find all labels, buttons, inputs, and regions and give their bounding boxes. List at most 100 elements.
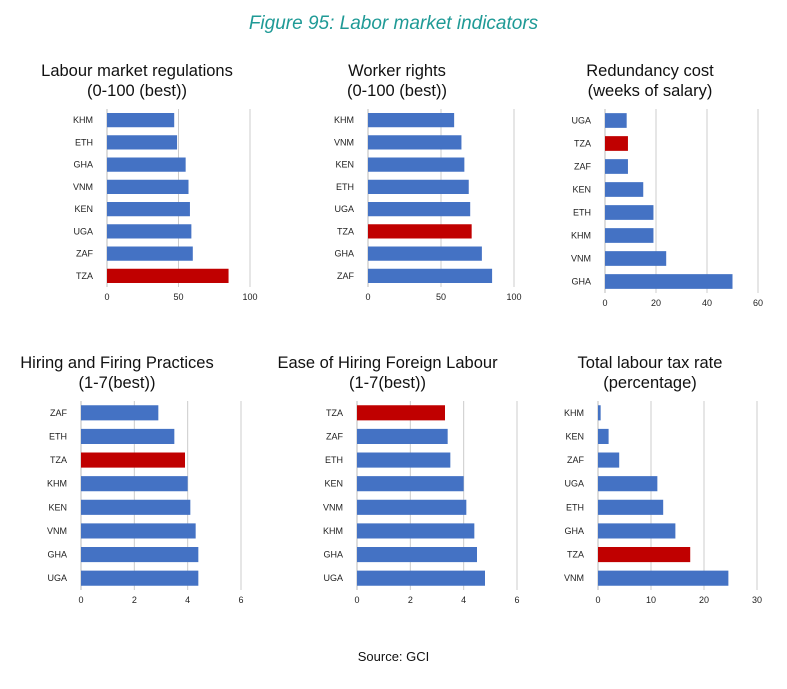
x-tick-label: 50 [173,292,183,302]
bar-eth [605,205,654,220]
bar-tza [107,268,229,283]
category-label: TZA [337,226,354,236]
category-label: GHA [571,277,591,287]
x-tick-label: 4 [185,595,190,605]
panel-title-3-line2: (weeks of salary) [587,82,713,100]
x-tick-label: 100 [242,292,257,302]
bar-uga [107,224,192,239]
bar-eth [368,179,469,194]
panel-title-3: Redundancy cost (weeks of salary) [550,61,750,101]
x-tick-label: 4 [461,595,466,605]
bar-zaf [357,428,448,444]
category-label: ETH [325,455,343,465]
category-label: VNM [571,254,591,264]
category-label: KHM [564,408,584,418]
source-note: Source: GCI [357,649,430,664]
category-label: ZAF [567,455,585,465]
category-label: TZA [50,455,67,465]
bar-vnm [598,570,729,586]
category-label: KHM [334,115,354,125]
bar-vnm [357,499,467,515]
panel-title-5: Ease of Hiring Foreign Labour (1-7(best)… [275,353,500,393]
category-label: VNM [564,573,584,583]
x-tick-label: 40 [702,298,712,308]
category-label: KEN [48,502,67,512]
panel-title-2-line2: (0-100 (best)) [347,82,447,100]
panel-title-4: Hiring and Firing Practices (1-7(best)) [12,353,222,393]
panel-title-5-line1: Ease of Hiring Foreign Labour [277,354,498,372]
category-label: UGA [564,479,584,489]
category-label: ZAF [76,249,94,259]
category-label: KHM [73,115,93,125]
category-label: KEN [572,185,591,195]
category-label: TZA [574,139,591,149]
x-tick-label: 20 [699,595,709,605]
category-label: UGA [47,573,67,583]
category-label: VNM [47,526,67,536]
category-label: ETH [49,431,67,441]
category-label: ETH [573,208,591,218]
bar-vnm [107,179,189,194]
category-label: KHM [323,526,343,536]
x-tick-label: 0 [602,298,607,308]
bar-vnm [605,251,667,266]
bar-zaf [368,268,493,283]
bar-eth [107,135,178,150]
bar-zaf [605,159,628,174]
category-label: KEN [74,204,93,214]
category-label: VNM [334,137,354,147]
category-label: KEN [565,431,584,441]
panel-title-2-line1: Worker rights [348,62,446,80]
category-label: ZAF [574,162,592,172]
x-tick-label: 0 [365,292,370,302]
category-label: GHA [323,550,343,560]
bar-uga [81,570,199,586]
panel-title-6: Total labour tax rate (percentage) [550,353,750,393]
category-label: GHA [564,526,584,536]
category-label: GHA [73,160,93,170]
category-label: KEN [324,479,343,489]
category-label: ZAF [326,431,344,441]
panel-title-5-line2: (1-7(best)) [348,374,426,392]
bar-khm [605,228,654,243]
bar-ken [368,157,465,172]
x-tick-label: 30 [752,595,762,605]
panel-title-1-line2: (0-100 (best)) [87,82,187,100]
category-label: TZA [567,550,584,560]
x-tick-label: 0 [354,595,359,605]
bar-zaf [598,452,620,468]
bar-ken [357,476,464,492]
x-tick-label: 6 [238,595,243,605]
category-label: VNM [73,182,93,192]
panel-title-4-line2: (1-7(best)) [78,374,156,392]
bar-tza [368,224,472,239]
category-label: UGA [323,573,343,583]
panel-title-3-line1: Redundancy cost [586,62,714,80]
bar-tza [357,405,445,421]
category-label: GHA [334,249,354,259]
bar-vnm [81,523,196,539]
panel-title-1: Labour market regulations (0-100 (best)) [37,61,237,101]
bar-eth [81,428,175,444]
bar-khm [357,523,475,539]
bar-vnm [368,135,462,150]
bar-gha [598,523,676,539]
x-tick-label: 10 [646,595,656,605]
x-tick-label: 0 [104,292,109,302]
bar-gha [605,274,733,289]
x-tick-label: 0 [595,595,600,605]
bar-tza [598,547,691,563]
panel-title-6-line1: Total labour tax rate [577,354,723,372]
category-label: TZA [76,271,93,281]
bar-uga [605,113,627,128]
category-label: UGA [571,116,591,126]
x-tick-label: 100 [506,292,521,302]
bar-tza [605,136,628,151]
bar-ken [107,202,190,217]
category-label: ETH [566,502,584,512]
bar-uga [357,570,485,586]
